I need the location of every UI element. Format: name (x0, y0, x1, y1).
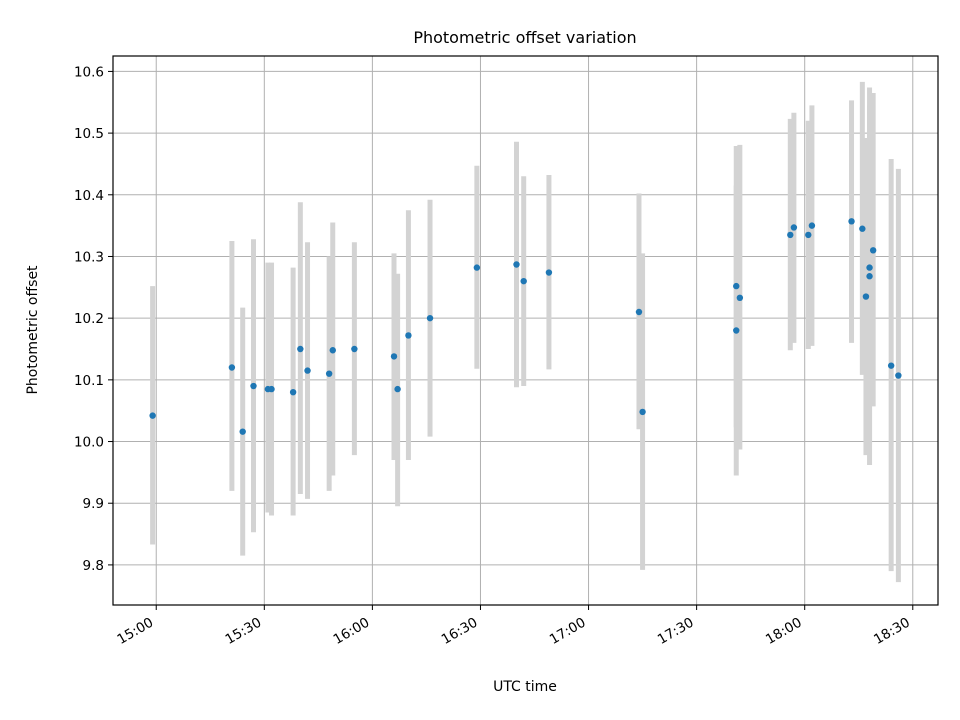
data-point (426, 314, 434, 322)
data-point (866, 264, 873, 271)
data-point (787, 231, 794, 239)
data-point (736, 294, 744, 302)
data-point (390, 353, 398, 360)
x-axis-label: UTC time (493, 679, 557, 695)
data-point (895, 372, 902, 379)
data-point (325, 370, 333, 377)
data-point (513, 261, 520, 268)
data-point (250, 382, 257, 390)
y-tick-label: 10.2 (74, 311, 104, 327)
data-point (635, 308, 643, 316)
data-point (351, 345, 358, 353)
data-point (304, 367, 311, 374)
data-point (228, 364, 236, 371)
y-tick-label: 10.5 (74, 126, 104, 142)
data-point (149, 412, 156, 419)
data-point (405, 332, 412, 339)
data-point (733, 327, 740, 334)
data-point (808, 222, 816, 229)
chart-title: Photometric offset variation (413, 28, 636, 47)
data-point (848, 218, 855, 225)
data-point (733, 282, 740, 290)
data-point (869, 247, 877, 254)
data-point (862, 293, 870, 300)
y-tick-label: 9.9 (83, 496, 104, 512)
y-tick-label: 10.0 (74, 435, 104, 451)
data-point (790, 224, 798, 231)
y-tick-label: 10.1 (74, 373, 104, 389)
data-point (268, 385, 275, 393)
data-point (887, 362, 895, 369)
data-point (394, 385, 401, 393)
data-point (329, 347, 336, 354)
y-tick-label: 10.6 (74, 64, 104, 80)
y-tick-label: 10.4 (74, 188, 104, 204)
data-point (473, 264, 481, 271)
data-point (289, 388, 297, 396)
data-point (239, 428, 246, 435)
data-point (545, 269, 553, 276)
y-tick-label: 10.3 (74, 249, 104, 265)
data-point (805, 231, 812, 239)
data-point (520, 277, 527, 285)
y-axis-label: Photometric offset (25, 265, 41, 395)
plot-frame (112, 55, 939, 606)
data-point (639, 408, 646, 416)
data-point (297, 345, 304, 353)
data-point (859, 225, 866, 232)
point-layer (149, 218, 902, 435)
data-point (866, 273, 873, 280)
y-tick-label: 9.8 (83, 558, 104, 574)
